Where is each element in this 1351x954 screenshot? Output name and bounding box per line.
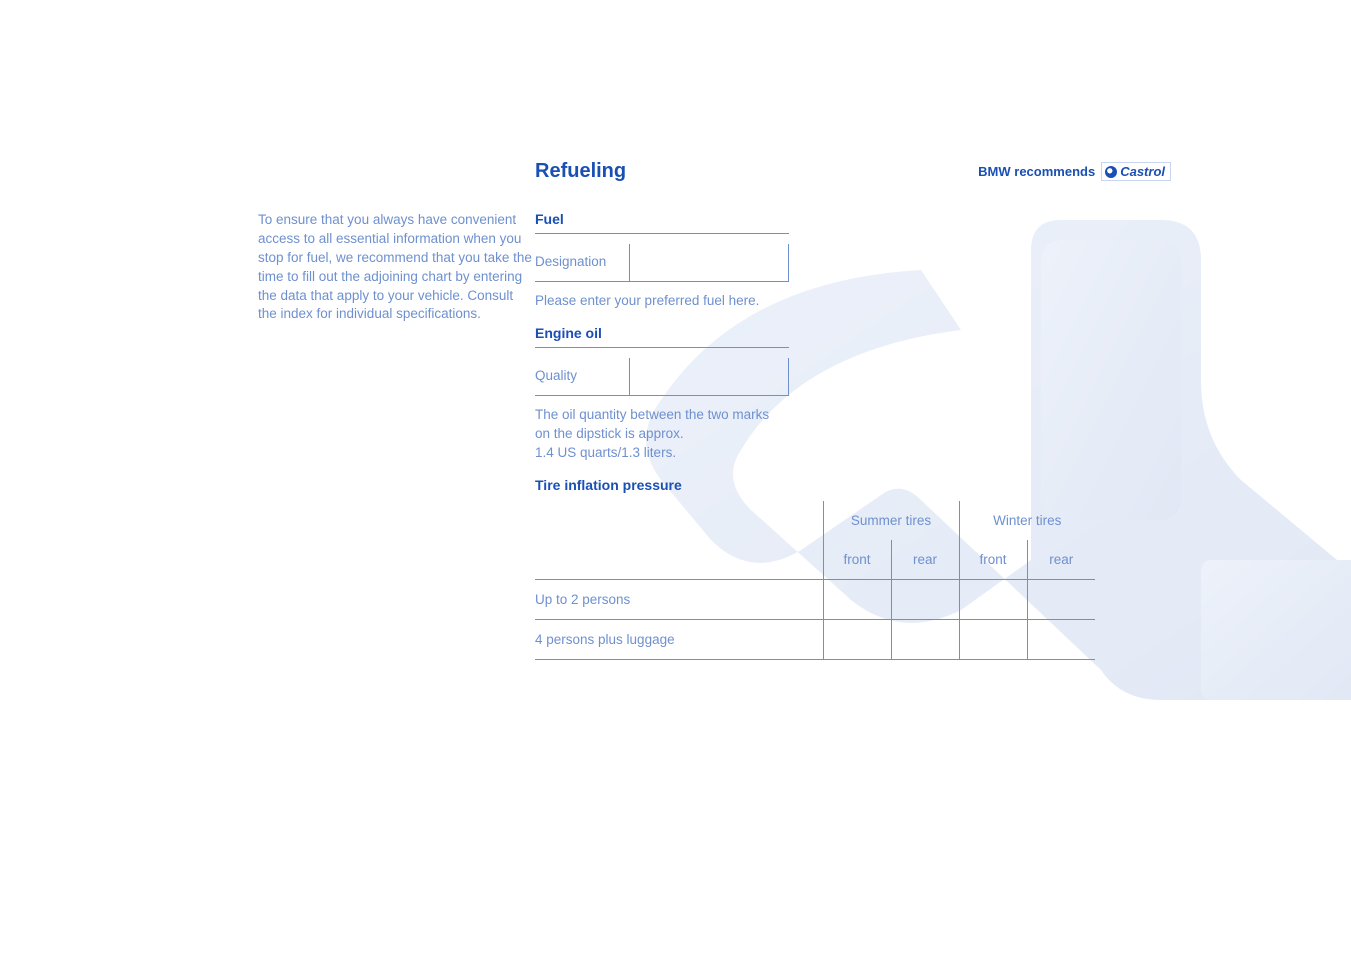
castrol-badge: Castrol [1101,162,1171,181]
engine-oil-heading: Engine oil [535,325,1095,341]
tire-row-0: Up to 2 persons [535,579,1095,619]
tire-group-row: Summer tires Winter tires [535,501,1095,540]
fuel-field-label: Designation [535,244,629,282]
tire-group-summer: Summer tires [823,501,959,540]
tire-sub-row: front rear front rear [535,540,1095,580]
engine-oil-note-l3: 1.4 US quarts/1.3 liters. [535,445,676,460]
castrol-brand: Castrol [1120,164,1165,179]
tire-row-1-cell-0[interactable] [823,619,891,659]
tire-sub-3: rear [1027,540,1095,580]
engine-oil-rule [535,347,789,348]
engine-oil-note-l2: on the dipstick is approx. [535,426,684,441]
page-title: Refueling [535,160,626,183]
tire-sub-0: front [823,540,891,580]
columns: To ensure that you always have convenien… [0,211,1351,664]
tire-row-0-cell-3[interactable] [1027,579,1095,619]
castrol-icon [1105,166,1117,178]
tire-row-1-label: 4 persons plus luggage [535,619,823,659]
tire-row-1-cell-1[interactable] [891,619,959,659]
engine-oil-note-l1: The oil quantity between the two marks [535,407,769,422]
engine-oil-field-label: Quality [535,358,629,396]
fuel-field-input[interactable] [629,244,789,282]
tire-row-1-cell-3[interactable] [1027,619,1095,659]
tire-section: Tire inflation pressure Summer tires Win… [535,477,1095,660]
tire-row-1-cell-2[interactable] [959,619,1027,659]
tire-row-0-cell-1[interactable] [891,579,959,619]
tire-group-winter: Winter tires [959,501,1095,540]
tire-sub-1: rear [891,540,959,580]
engine-oil-field-input[interactable] [629,358,789,396]
fuel-note: Please enter your preferred fuel here. [535,292,1095,311]
tire-spacer2 [535,540,823,580]
fuel-section: Fuel Designation Please enter your prefe… [535,211,1095,311]
tire-table: Summer tires Winter tires front rear fro… [535,501,1095,660]
recommend-text: BMW recommends [978,164,1095,179]
title-row: Refueling BMW recommends Castrol [0,160,1351,183]
tire-sub-2: front [959,540,1027,580]
fuel-rule [535,233,789,234]
tire-row-0-cell-2[interactable] [959,579,1027,619]
tire-spacer [535,501,823,540]
tire-heading: Tire inflation pressure [535,477,1095,493]
tire-row-0-label: Up to 2 persons [535,579,823,619]
tire-row-1: 4 persons plus luggage [535,619,1095,659]
engine-oil-field-row: Quality [535,358,1095,396]
page: Refueling BMW recommends Castrol To ensu… [0,0,1351,664]
engine-oil-note: The oil quantity between the two marks o… [535,406,1095,463]
fuel-heading: Fuel [535,211,1095,227]
engine-oil-section: Engine oil Quality The oil quantity betw… [535,325,1095,463]
recommend-block: BMW recommends Castrol [978,162,1171,181]
tire-row-0-cell-0[interactable] [823,579,891,619]
intro-text: To ensure that you always have convenien… [258,211,533,324]
right-column: Fuel Designation Please enter your prefe… [535,211,1095,664]
fuel-field-row: Designation [535,244,1095,282]
